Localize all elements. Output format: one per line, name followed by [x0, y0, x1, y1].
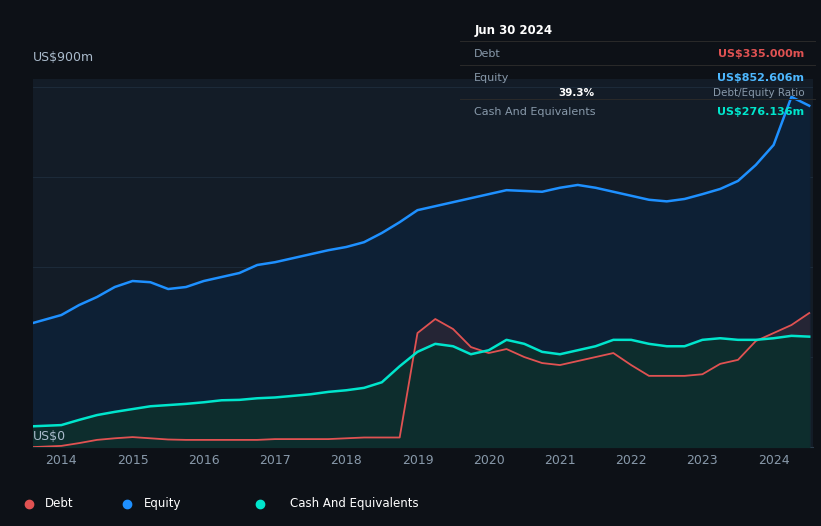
Text: US$852.606m: US$852.606m — [718, 73, 805, 83]
Text: Debt: Debt — [45, 497, 74, 510]
Text: US$900m: US$900m — [33, 51, 94, 64]
Text: Cash And Equivalents: Cash And Equivalents — [290, 497, 419, 510]
Text: Equity: Equity — [475, 73, 510, 83]
Text: US$335.000m: US$335.000m — [718, 49, 805, 59]
Text: Cash And Equivalents: Cash And Equivalents — [475, 107, 596, 117]
Text: 39.3%: 39.3% — [559, 87, 595, 97]
Text: Equity: Equity — [144, 497, 181, 510]
Text: US$276.136m: US$276.136m — [718, 107, 805, 117]
Text: Jun 30 2024: Jun 30 2024 — [475, 24, 553, 37]
Text: Debt: Debt — [475, 49, 501, 59]
Text: US$0: US$0 — [33, 430, 66, 443]
Text: Debt/Equity Ratio: Debt/Equity Ratio — [713, 87, 805, 97]
